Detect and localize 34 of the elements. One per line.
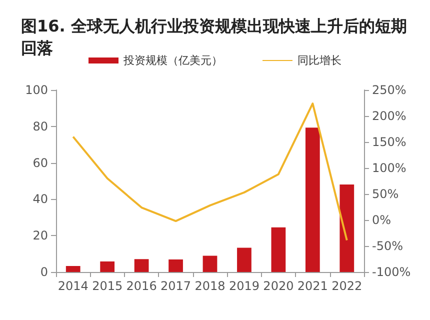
x-tick-label: 2019 xyxy=(228,279,260,293)
y2-tick-label: 100% xyxy=(372,161,406,175)
x-tick-label: 2014 xyxy=(58,279,88,293)
y2-tick-label: -100% xyxy=(372,265,411,279)
line-series xyxy=(72,102,348,242)
bar xyxy=(237,248,252,272)
x-tick-label: 2018 xyxy=(194,279,226,293)
legend-label: 同比增长 xyxy=(298,54,342,67)
y2-tick-label: 0% xyxy=(372,213,392,227)
y2-tick-label: 250% xyxy=(372,83,406,97)
y-tick-label: 60 xyxy=(32,156,48,170)
y-tick-label: 0 xyxy=(40,265,48,279)
x-tick-label: 2017 xyxy=(160,279,192,293)
y-tick-label: 100 xyxy=(25,83,48,97)
bar xyxy=(340,184,354,272)
y2-tick-label: 50% xyxy=(372,187,399,201)
y2-tick-label: 200% xyxy=(372,109,406,123)
y-tick-label: 80 xyxy=(32,119,48,134)
bar xyxy=(202,256,218,272)
y-tick-label: 40 xyxy=(32,192,48,206)
x-tick-label: 2021 xyxy=(297,279,328,293)
bar xyxy=(271,227,286,272)
y2-tick-label: 150% xyxy=(372,135,406,149)
bar xyxy=(134,259,149,272)
bar xyxy=(168,259,183,272)
bar xyxy=(305,128,320,272)
x-tick-label: 2016 xyxy=(126,279,157,293)
x-tick-label: 2020 xyxy=(263,279,294,293)
y-tick-label: 20 xyxy=(32,228,48,243)
y2-tick-label: -50% xyxy=(372,239,404,253)
x-tick-label: 2022 xyxy=(332,279,362,293)
x-tick-label: 2015 xyxy=(92,279,123,293)
bar xyxy=(66,266,80,272)
bar xyxy=(100,261,115,272)
